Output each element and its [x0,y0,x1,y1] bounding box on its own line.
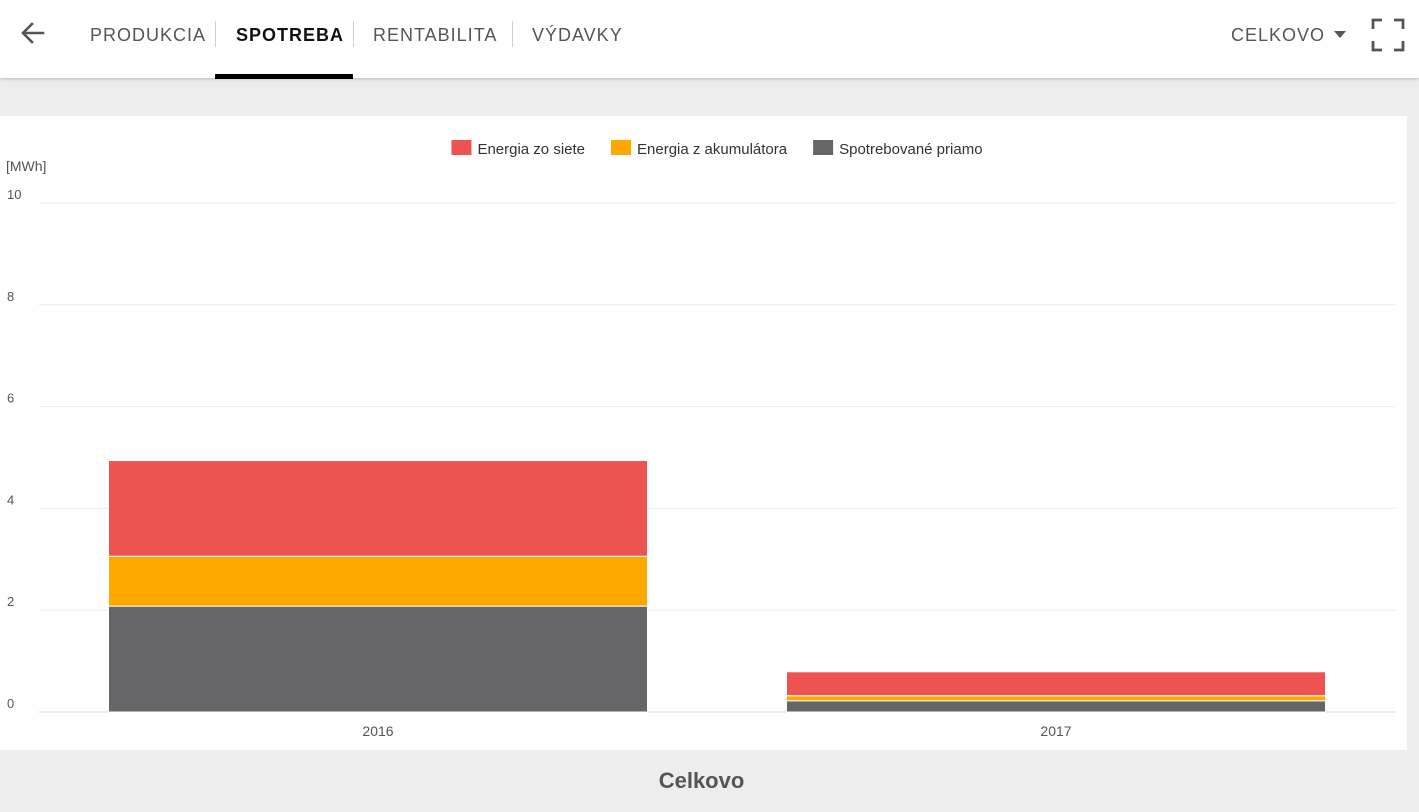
fullscreen-button[interactable] [1371,18,1405,52]
x-tick-label: 2016 [362,723,393,739]
top-navigation-bar: PRODUKCIA SPOTREBA RENTABILITA VÝDAVKY C… [0,0,1419,79]
bar-segment [785,700,1327,713]
tab-spotreba[interactable]: SPOTREBA [236,25,345,45]
arrow-left-icon [21,22,45,44]
chart-period-title: Celkovo [658,768,745,793]
y-tick-label: 2 [7,594,14,609]
bar-segment [785,671,1327,697]
legend-label: Energia z akumulátora [637,141,788,158]
y-tick-label: 4 [7,492,14,507]
y-tick-label: 0 [7,696,14,711]
consumption-chart: 0 2 4 6 8 10 [MWh] 2016 2017 Energia zo siete Ener… [0,116,1407,750]
period-select[interactable]: CELKOVO [1231,0,1347,70]
legend-swatch [451,140,472,155]
tab-produkcia[interactable]: PRODUKCIA [90,25,207,45]
caret-down-icon [1334,31,1347,38]
fullscreen-icon [1371,18,1405,52]
bar-segment [107,605,649,713]
legend-label: Spotrebované priamo [839,141,982,158]
bar-segment [107,460,649,557]
stacked-bar-chart: 0 2 4 6 8 10 [MWh] 2016 2017 Energia zo siete Ener… [6,140,1395,739]
tab-divider [512,21,513,47]
y-tick-label: 10 [7,187,21,202]
y-tick-label: 6 [7,391,14,406]
y-axis-label: [MWh] [6,158,46,174]
period-select-value: CELKOVO [1231,25,1326,45]
tab-vydavky[interactable]: VÝDAVKY [532,25,623,45]
bar-segment [785,695,1327,702]
legend-swatch [813,140,834,155]
active-tab-indicator [215,74,353,79]
tab-divider [353,21,354,47]
bar-segment [107,555,649,607]
legend-swatch [611,140,632,155]
tab-divider [215,21,216,47]
legend-label: Energia zo siete [477,141,585,158]
tab-rentabilita[interactable]: RENTABILITA [373,25,498,45]
x-tick-label: 2017 [1040,723,1071,739]
back-button[interactable] [14,17,50,51]
y-tick-label: 8 [7,289,14,304]
